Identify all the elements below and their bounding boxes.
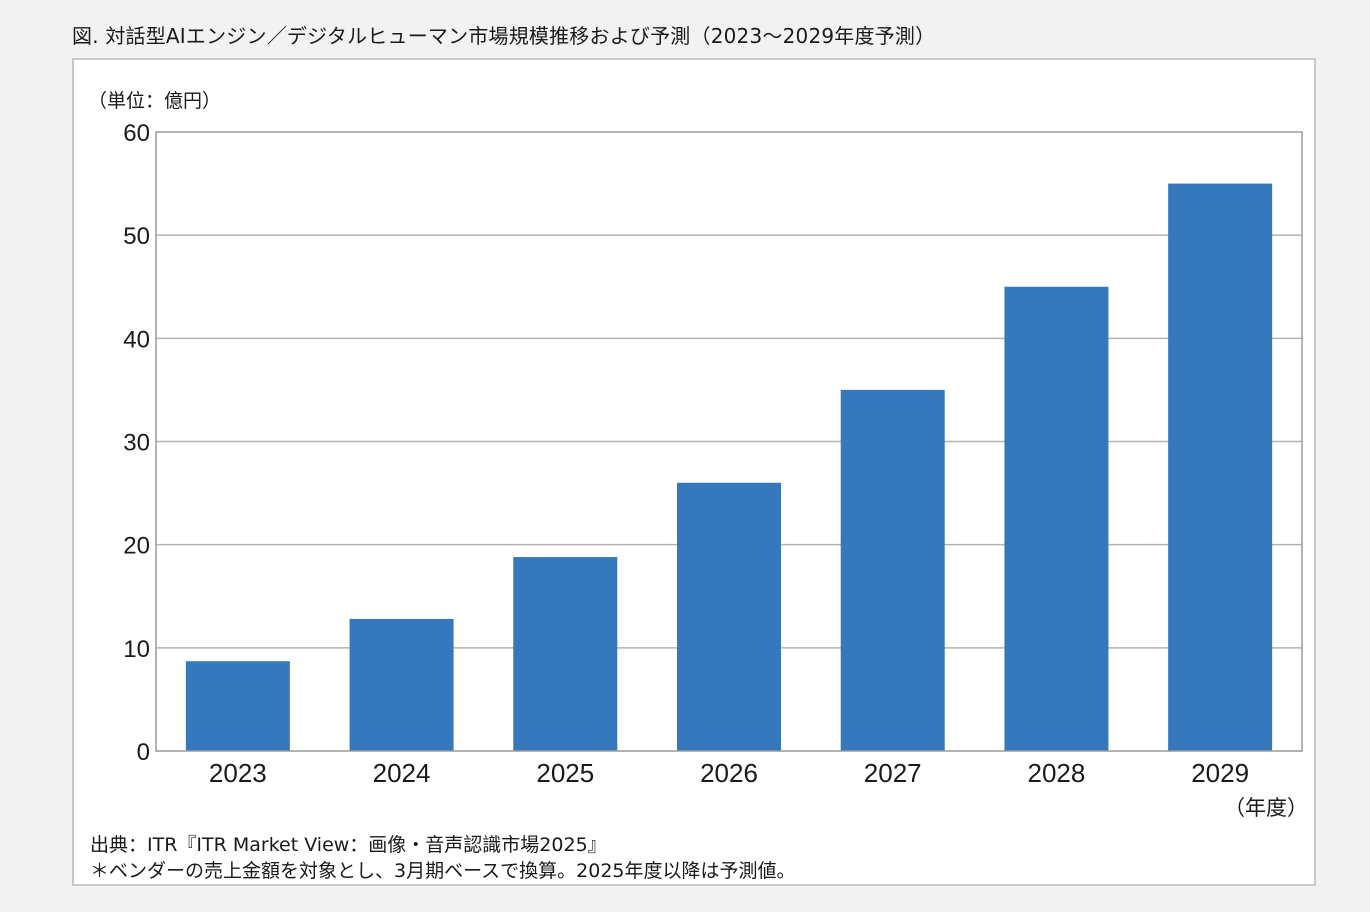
source-notes: 出典：ITR『ITR Market View：画像・音声認識市場2025』 ＊ベ… (90, 832, 796, 884)
bar-2024 (349, 618, 454, 751)
x-tick-label-2029: 2029 (1191, 758, 1249, 788)
y-tick-label-20: 20 (123, 533, 150, 560)
y-tick-label-50: 50 (123, 223, 150, 250)
x-tick-label-2025: 2025 (536, 758, 594, 788)
y-tick-label-0: 0 (137, 739, 150, 766)
bar-2023 (185, 661, 290, 751)
footnote-text: ＊ベンダーの売上金額を対象とし、3月期ベースで換算。2025年度以降は予測値。 (90, 860, 796, 882)
x-tick-label-2024: 2024 (373, 758, 431, 788)
bar-2027 (840, 389, 945, 751)
bar-2028 (1004, 286, 1109, 751)
y-tick-label-10: 10 (123, 636, 150, 663)
unit-label: （単位：億円） (88, 90, 222, 112)
x-axis-label: （年度） (1224, 796, 1308, 820)
y-tick-label-60: 60 (123, 120, 150, 147)
x-tick-label-2023: 2023 (209, 758, 267, 788)
bar-2025 (513, 557, 618, 751)
bar-2029 (1168, 183, 1273, 751)
source-text: 出典：ITR『ITR Market View：画像・音声認識市場2025』 (90, 834, 607, 856)
bar-2026 (677, 482, 781, 751)
y-tick-label-30: 30 (123, 430, 150, 457)
figure-title: 図. 対話型AIエンジン／デジタルヒューマン市場規模推移および予測（2023〜2… (72, 24, 936, 48)
chart-container: （単位：億円） 0 10 20 30 40 50 60 2023 2024 2025 2026 202… (72, 58, 1316, 886)
x-tick-label-2028: 2028 (1028, 758, 1086, 788)
y-tick-label-40: 40 (123, 326, 150, 353)
plot-area-border (155, 131, 1303, 752)
bar-chart: 0 10 20 30 40 50 60 2023 2024 2025 2026 2027 2028 202… (123, 120, 1308, 820)
x-tick-label-2027: 2027 (864, 758, 922, 788)
x-tick-label-2026: 2026 (700, 758, 758, 788)
